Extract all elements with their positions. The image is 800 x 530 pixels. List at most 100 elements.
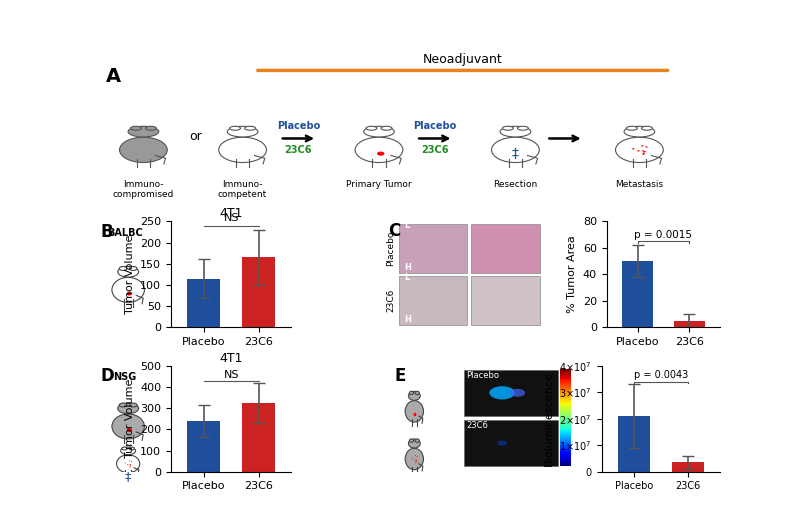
Text: B: B: [101, 223, 114, 241]
Text: ‡: ‡: [512, 147, 519, 161]
Y-axis label: % Tumor Area: % Tumor Area: [567, 235, 578, 313]
Ellipse shape: [415, 461, 417, 462]
Text: Placebo: Placebo: [413, 121, 457, 131]
Bar: [671, 463, 704, 472]
Y-axis label: Bioluminescence: Bioluminescence: [544, 372, 554, 466]
Ellipse shape: [118, 267, 138, 277]
Text: p = 0.0015: p = 0.0015: [634, 230, 692, 240]
Ellipse shape: [615, 137, 663, 163]
Bar: [464, 420, 558, 466]
Ellipse shape: [642, 153, 645, 154]
Bar: [242, 403, 275, 472]
Ellipse shape: [626, 126, 638, 130]
Ellipse shape: [642, 154, 645, 155]
Text: NS: NS: [223, 369, 239, 379]
Ellipse shape: [364, 126, 394, 137]
Title: 4T1: 4T1: [219, 351, 243, 365]
Ellipse shape: [415, 439, 419, 443]
Text: or: or: [190, 130, 202, 143]
Ellipse shape: [377, 152, 385, 156]
Ellipse shape: [642, 151, 645, 152]
Ellipse shape: [366, 126, 377, 130]
Ellipse shape: [130, 403, 137, 407]
Text: A: A: [106, 67, 122, 86]
Text: 23C6: 23C6: [466, 421, 488, 430]
Text: Placebo: Placebo: [277, 121, 320, 131]
Ellipse shape: [410, 439, 414, 443]
Ellipse shape: [500, 126, 530, 137]
Ellipse shape: [638, 150, 640, 152]
Ellipse shape: [632, 148, 634, 149]
Ellipse shape: [245, 126, 255, 130]
Ellipse shape: [643, 151, 646, 152]
Ellipse shape: [411, 457, 413, 458]
Ellipse shape: [646, 146, 648, 148]
Text: D: D: [101, 367, 114, 385]
Text: ‡: ‡: [125, 471, 131, 483]
Ellipse shape: [405, 448, 423, 470]
Ellipse shape: [624, 126, 654, 137]
Y-axis label: Tumor Volume: Tumor Volume: [125, 235, 134, 314]
Ellipse shape: [414, 413, 417, 416]
Ellipse shape: [415, 455, 416, 456]
Ellipse shape: [125, 463, 126, 464]
Bar: [471, 224, 539, 273]
Ellipse shape: [127, 464, 128, 465]
Text: Immuno-
competent: Immuno- competent: [218, 180, 267, 199]
Text: NSG: NSG: [114, 373, 137, 383]
Ellipse shape: [230, 126, 241, 130]
Ellipse shape: [409, 439, 420, 448]
Ellipse shape: [117, 455, 140, 473]
Ellipse shape: [122, 447, 127, 450]
Ellipse shape: [491, 137, 539, 163]
Ellipse shape: [129, 447, 134, 450]
Text: C: C: [389, 223, 401, 241]
Text: Metastasis: Metastasis: [615, 180, 663, 189]
Ellipse shape: [641, 145, 643, 147]
Ellipse shape: [218, 137, 266, 163]
Y-axis label: Tumor Volume: Tumor Volume: [125, 379, 134, 458]
Ellipse shape: [119, 137, 167, 163]
Ellipse shape: [497, 440, 507, 446]
Text: 23C6: 23C6: [285, 145, 312, 155]
Text: p = 0.0043: p = 0.0043: [634, 370, 688, 381]
Text: Resection: Resection: [494, 180, 538, 189]
Ellipse shape: [129, 461, 130, 462]
Bar: [471, 276, 539, 325]
Ellipse shape: [381, 126, 392, 130]
Ellipse shape: [415, 391, 419, 395]
Bar: [674, 321, 705, 327]
Ellipse shape: [121, 447, 136, 455]
Text: Placebo: Placebo: [386, 231, 395, 266]
Ellipse shape: [126, 428, 132, 432]
Ellipse shape: [405, 401, 423, 422]
Bar: [464, 370, 558, 416]
Bar: [622, 261, 653, 327]
Ellipse shape: [130, 126, 142, 130]
Ellipse shape: [118, 403, 138, 413]
Text: Placebo: Placebo: [466, 372, 499, 381]
Ellipse shape: [112, 414, 144, 439]
Ellipse shape: [490, 386, 515, 400]
Text: L: L: [404, 272, 410, 281]
Text: Primary Tumor: Primary Tumor: [346, 180, 412, 189]
Ellipse shape: [502, 126, 514, 130]
Ellipse shape: [126, 292, 132, 296]
Ellipse shape: [227, 126, 258, 137]
Ellipse shape: [119, 403, 126, 407]
Ellipse shape: [131, 461, 132, 462]
Text: 23C6: 23C6: [386, 289, 395, 312]
Bar: [242, 258, 275, 327]
Ellipse shape: [130, 267, 137, 270]
Bar: [187, 421, 220, 472]
Bar: [398, 224, 467, 273]
Text: NS: NS: [223, 214, 239, 224]
Bar: [398, 276, 467, 325]
Title: 4T1: 4T1: [219, 207, 243, 220]
Text: 23C6: 23C6: [421, 145, 449, 155]
Ellipse shape: [510, 389, 525, 397]
Ellipse shape: [415, 462, 416, 463]
Text: Immuno-
compromised: Immuno- compromised: [113, 180, 174, 199]
Ellipse shape: [642, 126, 652, 130]
Ellipse shape: [518, 126, 528, 130]
